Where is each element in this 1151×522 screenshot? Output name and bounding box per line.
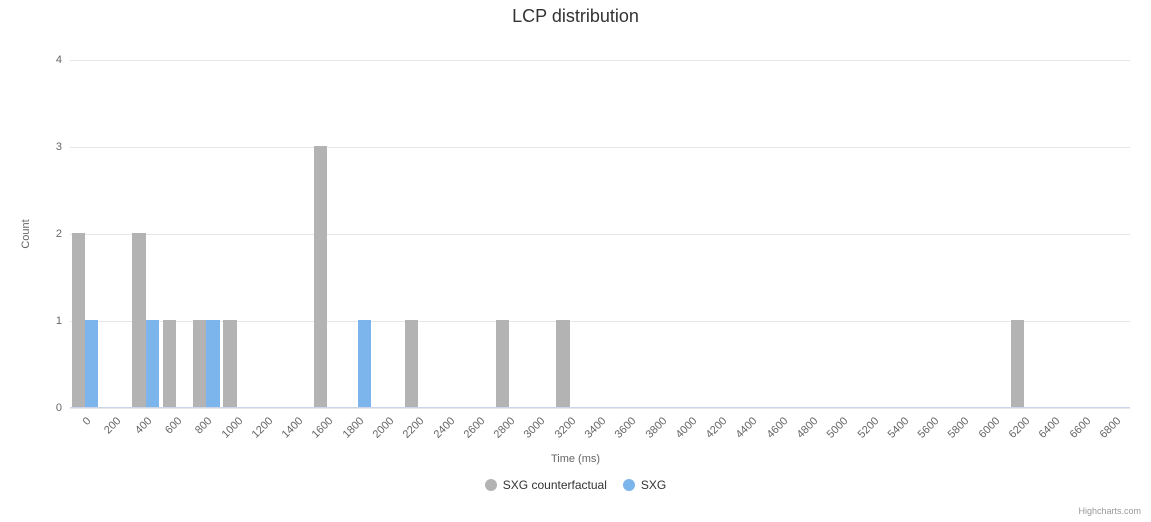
x-tick-label: 4000 [674, 415, 700, 441]
legend-label: SXG counterfactual [503, 478, 607, 492]
x-tick-label: 5200 [855, 415, 881, 441]
y-tick-label: 3 [56, 141, 70, 153]
x-tick-label: 5400 [886, 415, 912, 441]
x-tick-label: 5000 [825, 415, 851, 441]
x-tick-label: 6600 [1067, 415, 1093, 441]
legend-item-sxg[interactable]: SXG [623, 478, 666, 492]
chart-title: LCP distribution [0, 6, 1151, 27]
x-tick-label: 3200 [552, 415, 578, 441]
x-tick-label: 6400 [1037, 415, 1063, 441]
x-tick-label: 800 [193, 415, 214, 436]
x-tick-label: 2200 [401, 415, 427, 441]
x-tick-label: 4800 [795, 415, 821, 441]
x-tick-label: 6200 [1007, 415, 1033, 441]
x-tick-label: 600 [163, 415, 184, 436]
x-tick-label: 1200 [250, 415, 276, 441]
gridline [70, 408, 1130, 409]
x-tick-label: 1000 [219, 415, 245, 441]
credits-link[interactable]: Highcharts.com [1078, 506, 1141, 516]
bar-sxg-counterfactual[interactable] [405, 320, 418, 407]
x-tick-label: 6000 [976, 415, 1002, 441]
x-tick-label: 200 [102, 415, 123, 436]
bar-sxg-counterfactual[interactable] [1011, 320, 1024, 407]
bars-layer [70, 60, 1130, 407]
bar-sxg-counterfactual[interactable] [314, 146, 327, 407]
x-tick-label: 1800 [340, 415, 366, 441]
x-tick-label: 1600 [310, 415, 336, 441]
y-axis-title: Count [20, 219, 32, 248]
x-tick-label: 2400 [431, 415, 457, 441]
bar-sxg-counterfactual[interactable] [72, 233, 85, 407]
plot-area: 01234 0200400600800100012001400160018002… [70, 60, 1130, 408]
x-tick-label: 4200 [704, 415, 730, 441]
x-tick-label: 6800 [1098, 415, 1124, 441]
x-tick-label: 3000 [522, 415, 548, 441]
x-tick-label: 5600 [916, 415, 942, 441]
y-tick-label: 2 [56, 228, 70, 240]
x-tick-label: 3800 [643, 415, 669, 441]
x-tick-label: 4600 [764, 415, 790, 441]
x-tick-label: 2800 [492, 415, 518, 441]
x-tick-label: 5800 [946, 415, 972, 441]
x-tick-label: 3400 [583, 415, 609, 441]
bar-sxg[interactable] [146, 320, 159, 407]
legend-swatch [623, 479, 635, 491]
bar-sxg-counterfactual[interactable] [223, 320, 236, 407]
x-tick-label: 0 [81, 415, 94, 428]
bar-sxg-counterfactual[interactable] [163, 320, 176, 407]
bar-sxg[interactable] [206, 320, 219, 407]
x-tick-label: 400 [133, 415, 154, 436]
legend-item-sxg-counterfactual[interactable]: SXG counterfactual [485, 478, 607, 492]
bar-sxg-counterfactual[interactable] [193, 320, 206, 407]
y-tick-label: 4 [56, 54, 70, 66]
bar-sxg-counterfactual[interactable] [496, 320, 509, 407]
lcp-distribution-chart: LCP distribution Count 01234 02004006008… [0, 0, 1151, 522]
bar-sxg[interactable] [358, 320, 371, 407]
legend-swatch [485, 479, 497, 491]
x-tick-label: 2000 [371, 415, 397, 441]
bar-sxg-counterfactual[interactable] [132, 233, 145, 407]
x-tick-label: 1400 [280, 415, 306, 441]
x-tick-label: 4400 [734, 415, 760, 441]
x-tick-label: 2600 [462, 415, 488, 441]
legend-label: SXG [641, 478, 666, 492]
legend: SXG counterfactual SXG [0, 478, 1151, 494]
x-tick-label: 3600 [613, 415, 639, 441]
bar-sxg-counterfactual[interactable] [556, 320, 569, 407]
y-tick-label: 1 [56, 315, 70, 327]
bar-sxg[interactable] [85, 320, 98, 407]
y-tick-label: 0 [56, 402, 70, 414]
x-axis-title: Time (ms) [0, 453, 1151, 465]
